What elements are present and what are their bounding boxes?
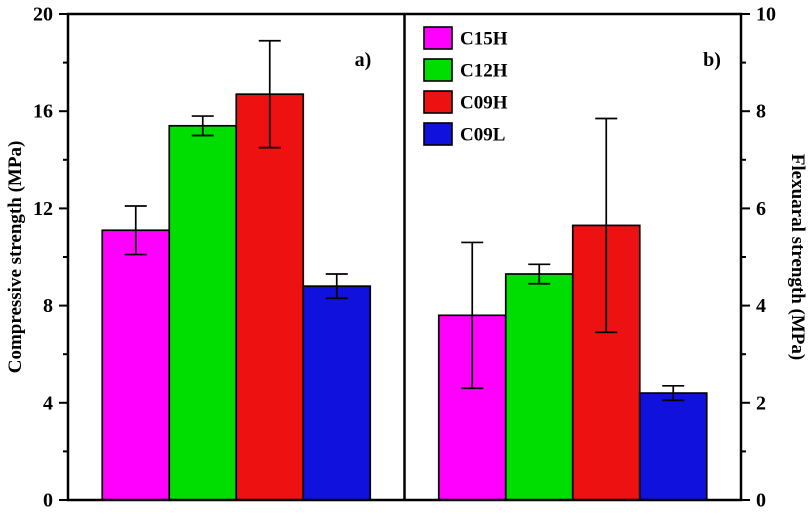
error-bar-C09H-panel-b bbox=[595, 117, 618, 334]
error-bar-C12H-panel-b bbox=[528, 263, 551, 285]
legend-swatch-C15H bbox=[423, 26, 453, 50]
error-bar-C15H-panel-a bbox=[124, 205, 147, 256]
panel-b-label: b) bbox=[703, 49, 721, 71]
legend-label-C09L: C09L bbox=[460, 125, 505, 146]
right-axis-title: Flexuaral strength (MPa) bbox=[787, 154, 808, 361]
bar-C15H-panel-a bbox=[101, 229, 171, 501]
legend-label-C09H: C09H bbox=[460, 93, 508, 114]
error-bars-panel-a bbox=[124, 39, 348, 300]
bars-panel-a bbox=[101, 93, 372, 501]
legend-swatch-C09L bbox=[423, 122, 453, 146]
legend-label-C12H: C12H bbox=[460, 61, 508, 82]
error-bars-panel-b bbox=[461, 117, 685, 402]
tick-label-right-4: 4 bbox=[756, 295, 766, 317]
bar-C12H-panel-b bbox=[504, 273, 574, 501]
bar-C09L-panel-b bbox=[638, 392, 708, 501]
error-bar-C09L-panel-b bbox=[662, 384, 685, 402]
tick-label-left-12: 12 bbox=[33, 198, 53, 220]
panel-a-label: a) bbox=[355, 49, 372, 71]
error-bar-C09H-panel-a bbox=[258, 39, 281, 149]
tick-label-right-6: 6 bbox=[756, 198, 766, 220]
legend-swatch-C12H bbox=[423, 58, 453, 82]
tick-label-right-8: 8 bbox=[756, 101, 766, 123]
left-axis-title: Compressive strength (MPa) bbox=[5, 141, 26, 374]
tick-label-left-16: 16 bbox=[33, 101, 53, 123]
bar-C12H-panel-a bbox=[168, 124, 238, 501]
bars-panel-b bbox=[437, 224, 708, 501]
legend-label-C15H: C15H bbox=[460, 29, 508, 50]
tick-label-right-0: 0 bbox=[756, 490, 766, 512]
axis-ticks-right: 0 2 4 6 8 10 bbox=[741, 4, 776, 512]
bar-C09H-panel-a bbox=[235, 93, 305, 501]
legend-swatch-C09H bbox=[423, 90, 453, 114]
error-bar-C12H-panel-a bbox=[191, 115, 214, 137]
tick-label-left-20: 20 bbox=[33, 4, 53, 26]
tick-label-left-0: 0 bbox=[43, 490, 53, 512]
legend: C15H C12H C09H C09L bbox=[423, 26, 508, 146]
error-bar-C15H-panel-b bbox=[461, 241, 484, 390]
tick-label-right-2: 2 bbox=[756, 392, 766, 414]
bar-C09L-panel-a bbox=[302, 285, 372, 501]
tick-label-right-10: 10 bbox=[756, 4, 776, 26]
error-bar-C09L-panel-a bbox=[325, 273, 348, 300]
axis-ticks-left: 0 4 8 12 16 20 bbox=[33, 4, 68, 512]
tick-label-left-8: 8 bbox=[43, 295, 53, 317]
tick-label-left-4: 4 bbox=[43, 392, 53, 414]
